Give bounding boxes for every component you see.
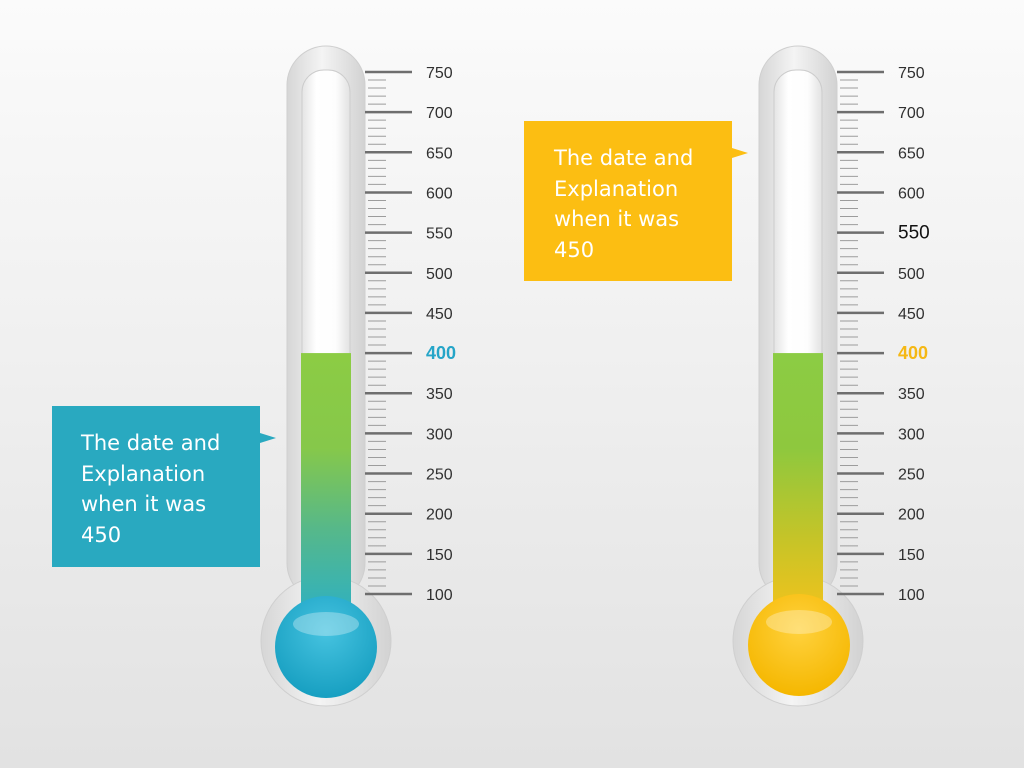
tick-label: 250 xyxy=(898,467,925,484)
tick-label: 600 xyxy=(426,185,453,202)
tick-label: 150 xyxy=(898,547,925,564)
thermometer-bulb xyxy=(275,596,377,698)
tick-label: 700 xyxy=(426,105,453,122)
tick-label: 400 xyxy=(898,343,928,363)
tick-label: 300 xyxy=(898,426,925,443)
tick-label: 650 xyxy=(426,145,453,162)
tick-label: 550 xyxy=(898,223,930,244)
tick-label: 750 xyxy=(898,65,925,82)
callout-line: 450 xyxy=(81,522,122,547)
tick-label: 100 xyxy=(898,587,925,604)
tick-label: 300 xyxy=(426,426,453,443)
tick-label: 350 xyxy=(426,386,453,403)
tick-label: 200 xyxy=(898,507,925,524)
callout-line: 450 xyxy=(554,237,595,262)
bulb-highlight xyxy=(293,612,359,636)
callout-pointer xyxy=(732,148,748,158)
callout-line: when it was xyxy=(554,207,680,231)
callout-line: The date and xyxy=(554,146,694,170)
bulb-highlight xyxy=(766,610,832,634)
mercury-fill xyxy=(773,353,823,624)
thermometer-bulb xyxy=(748,594,850,696)
thermometer-2: 750 700 650 600 550 500 450 400 350 300 250 200 150 1… xyxy=(732,45,930,707)
callout-pointer xyxy=(260,433,276,443)
tick-label: 600 xyxy=(898,185,925,202)
callout-line: The date and xyxy=(81,431,221,455)
tick-label: 350 xyxy=(898,386,925,403)
tick-label: 550 xyxy=(426,226,453,243)
tick-label: 700 xyxy=(898,105,925,122)
tick-label: 500 xyxy=(426,266,453,283)
tick-label: 400 xyxy=(426,343,456,363)
callout-right: The date and Explanation when it was 450 xyxy=(524,121,748,281)
tick-label: 200 xyxy=(426,507,453,524)
tick-label: 250 xyxy=(426,467,453,484)
thermometer-1: 750 700 650 600 550 500 450 400 350 300 250 200 150 1… xyxy=(260,45,456,707)
tick-label: 450 xyxy=(898,306,925,323)
tick-label: 450 xyxy=(426,306,453,323)
tick-label: 500 xyxy=(898,266,925,283)
callout-line: when it was xyxy=(81,492,207,516)
scale-1: 750 700 650 600 550 500 450 400 350 300 250 200 150 1… xyxy=(365,65,456,604)
callout-left: The date and Explanation when it was 450 xyxy=(52,406,276,567)
tick-label: 100 xyxy=(426,587,453,604)
tick-label: 150 xyxy=(426,547,453,564)
callout-line: Explanation xyxy=(554,176,679,201)
tick-label: 750 xyxy=(426,65,453,82)
callout-line: Explanation xyxy=(81,461,206,486)
mercury-fill xyxy=(301,353,351,624)
scale-2: 750 700 650 600 550 500 450 400 350 300 250 200 150 1… xyxy=(837,65,930,604)
tick-label: 650 xyxy=(898,145,925,162)
